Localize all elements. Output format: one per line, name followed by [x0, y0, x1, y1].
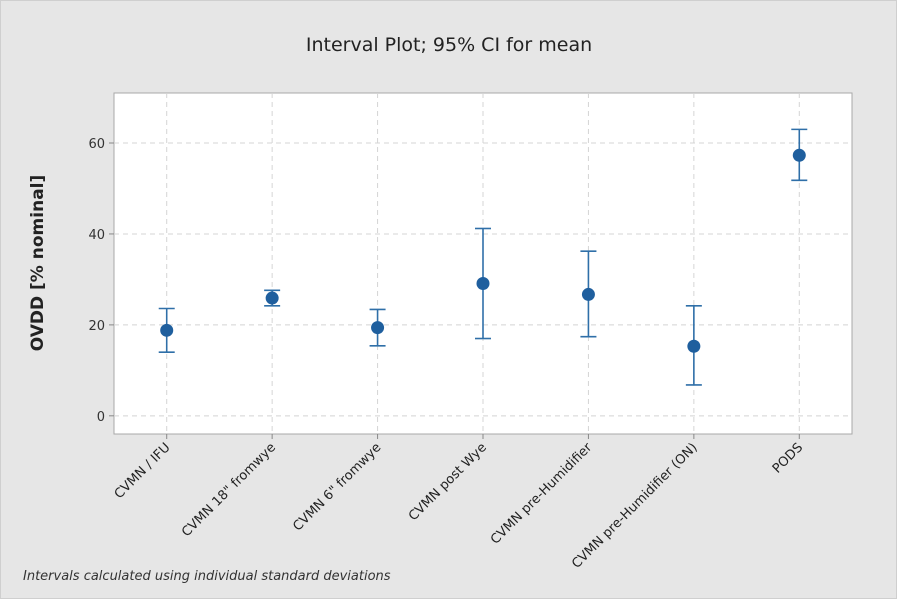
mean-point	[160, 323, 174, 337]
interval-series	[158, 128, 808, 386]
y-axis-label: OVDD [% nominal]	[28, 175, 48, 352]
mean-point	[371, 321, 385, 335]
y-tick-label: 0	[97, 410, 105, 425]
category-label: CVMN post Wye	[406, 440, 490, 524]
mean-point	[687, 339, 701, 353]
chart-footnote: Intervals calculated using individual st…	[23, 569, 391, 584]
y-tick-label: 20	[88, 319, 105, 334]
mean-point	[265, 291, 279, 305]
category-label: CVMN pre-Humidifier	[488, 440, 596, 548]
category-label: CVMN / IFU	[112, 440, 174, 502]
x-axis: CVMN / IFU CVMN 18" fromwye CVMN 6" fromwy…	[112, 434, 806, 572]
mean-point	[792, 148, 806, 162]
category-label: CVMN 18" fromwye	[179, 440, 279, 540]
chart-title: Interval Plot; 95% CI for mean	[306, 34, 592, 56]
category-label: CVMN pre-Humidifier (ON)	[569, 440, 700, 571]
y-tick-label: 40	[88, 228, 105, 243]
category-label: CVMN 6" fromwye	[290, 440, 384, 534]
mean-point	[581, 287, 595, 301]
mean-point	[476, 277, 490, 291]
category-label: PODS	[770, 440, 806, 476]
y-tick-label: 60	[88, 137, 105, 152]
y-axis: 0 20 40 60	[88, 137, 114, 425]
